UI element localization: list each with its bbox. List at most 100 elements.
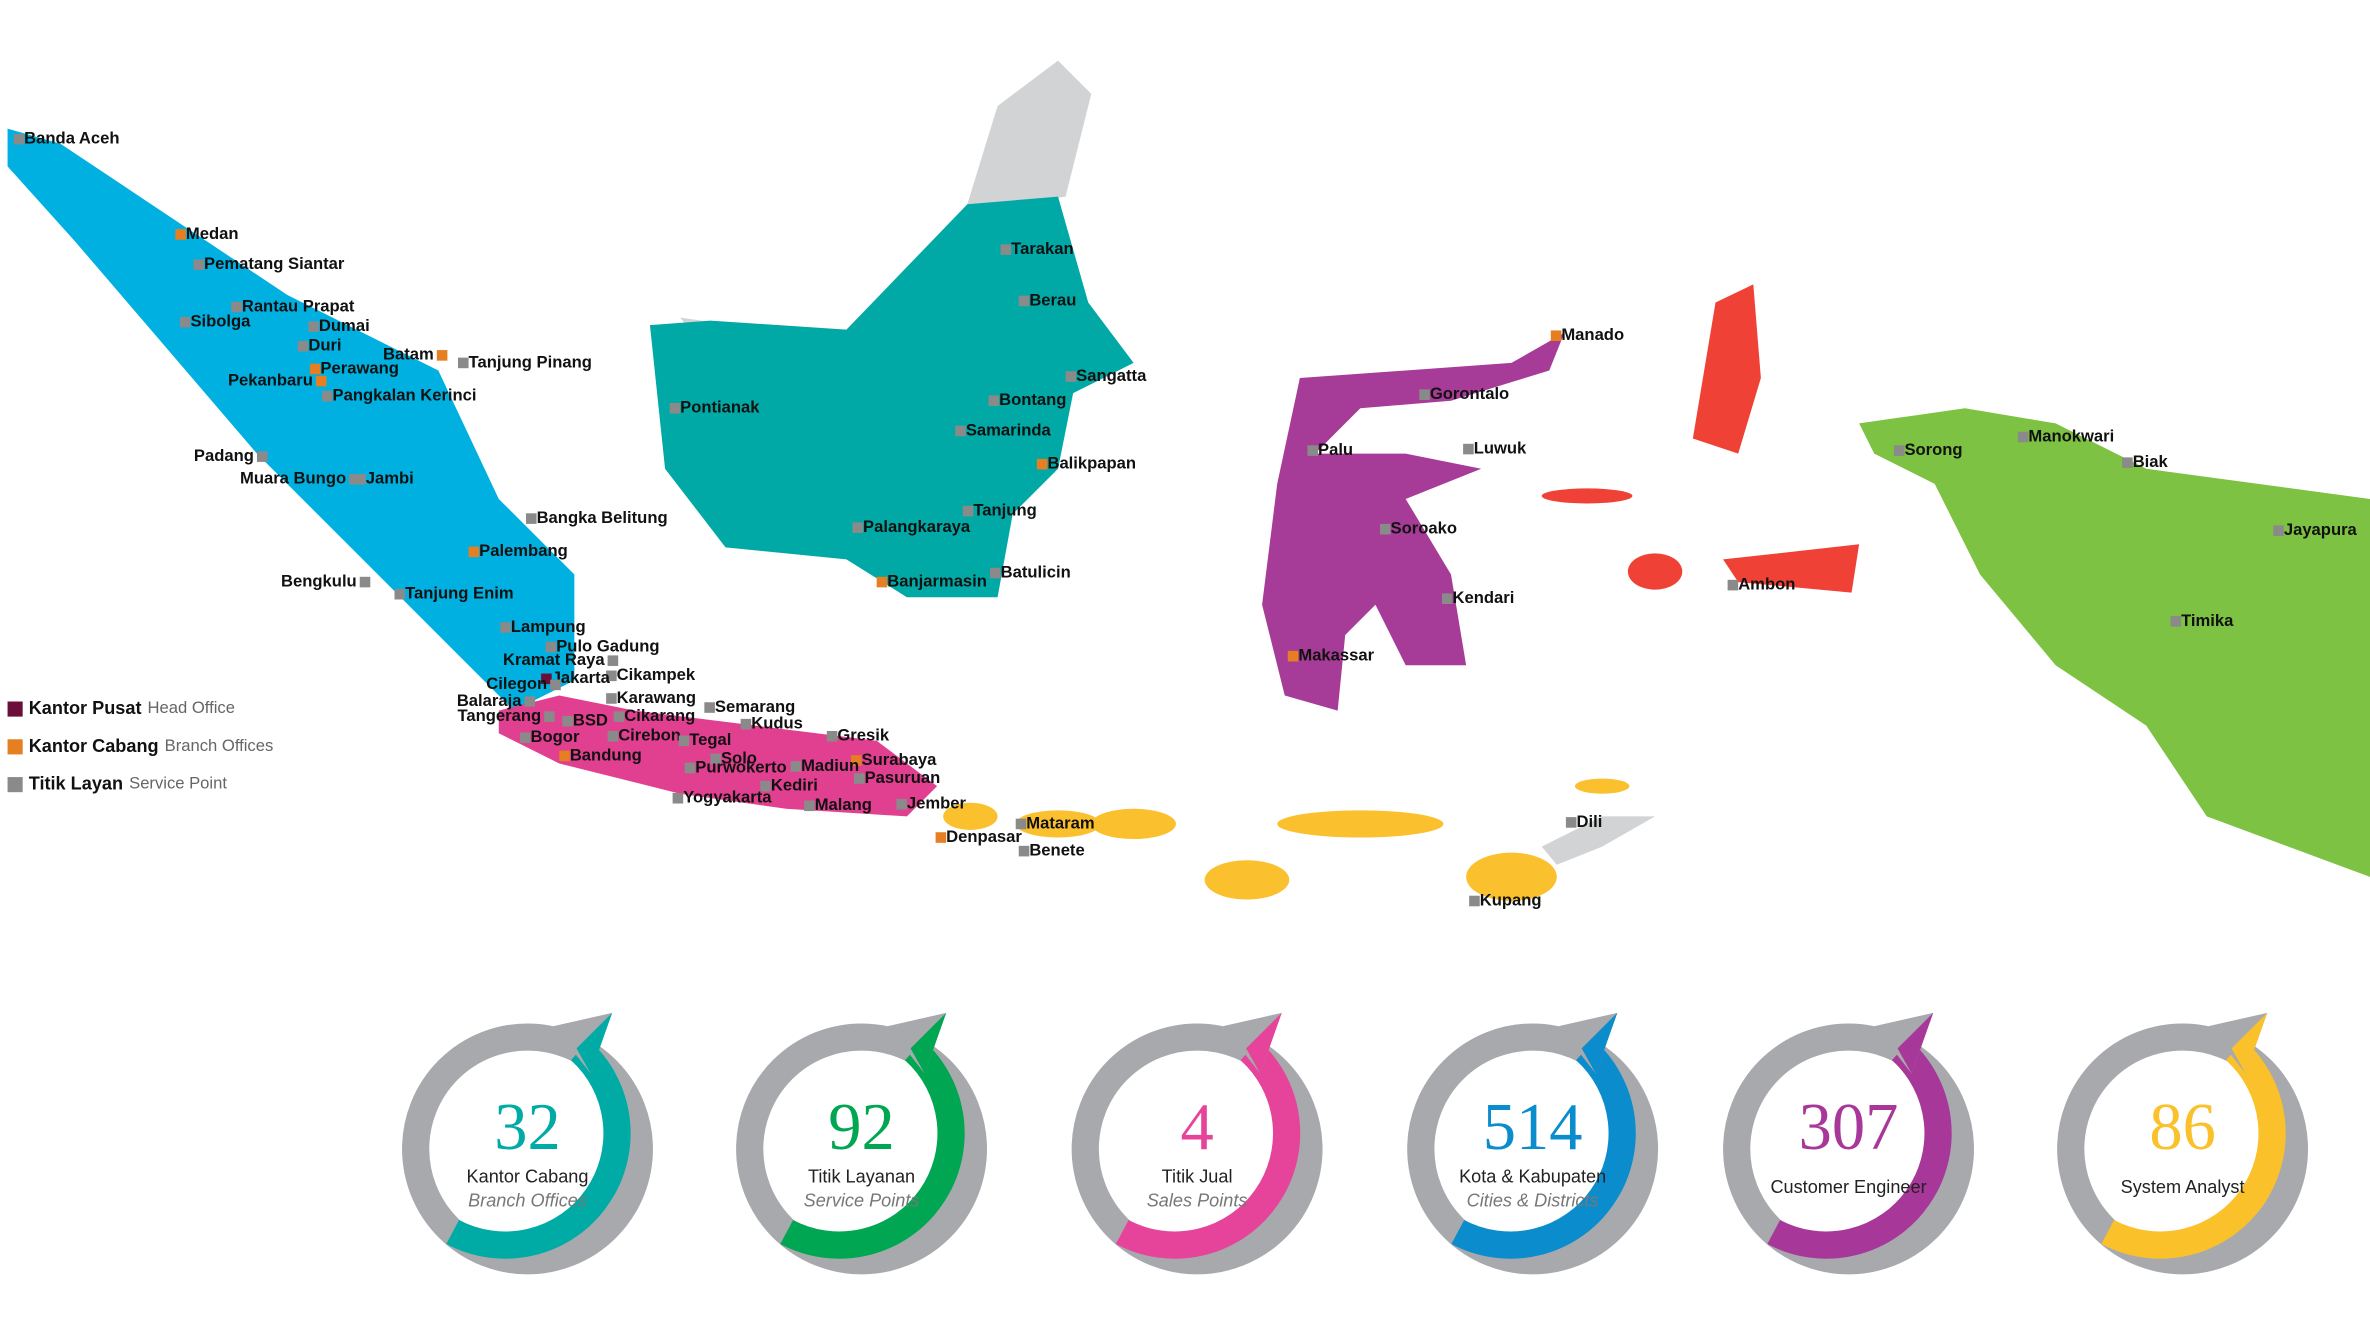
stat-pointer-accent bbox=[1581, 1012, 1618, 1074]
stat-arc bbox=[2101, 1040, 2286, 1259]
city-label: Tanjung Enim bbox=[405, 584, 514, 603]
city-marker bbox=[525, 513, 537, 524]
city-label: Samarinda bbox=[966, 420, 1052, 439]
city-marker bbox=[1727, 579, 1739, 591]
city-marker bbox=[1441, 593, 1453, 605]
city-label: Yogyakarta bbox=[683, 788, 772, 807]
city-label: Makassar bbox=[1298, 646, 1374, 665]
stat-ring bbox=[1407, 1023, 1659, 1275]
papua-region bbox=[1859, 408, 2370, 877]
city-marker bbox=[1000, 244, 1012, 255]
city-marker bbox=[550, 679, 561, 691]
sumatra-region bbox=[7, 128, 575, 711]
city-marker bbox=[308, 321, 319, 332]
stat-ring bbox=[2057, 1023, 2309, 1275]
stat-pointer-accent bbox=[2231, 1012, 2268, 1074]
city-label: Banjarmasin bbox=[887, 571, 987, 590]
city-marker bbox=[349, 474, 360, 485]
city-marker bbox=[740, 718, 752, 730]
legend-entry: Kantor Pusat Head Office bbox=[29, 698, 235, 718]
city-label: Bandung bbox=[570, 745, 642, 764]
city-label: Berau bbox=[1029, 290, 1076, 309]
stat-value: 86 bbox=[2149, 1091, 2216, 1164]
city-marker bbox=[436, 350, 448, 361]
stat-sublabel: Sales Points bbox=[1147, 1191, 1248, 1211]
city-label: Duri bbox=[308, 336, 341, 355]
city-marker bbox=[896, 798, 907, 810]
city-marker bbox=[1307, 445, 1319, 456]
city-marker bbox=[678, 735, 690, 747]
stat-sublabel: Service Points bbox=[804, 1191, 920, 1211]
city-label: Pontianak bbox=[680, 398, 760, 417]
city-label: Tarakan bbox=[1011, 239, 1073, 258]
city-marker bbox=[1550, 330, 1562, 342]
city-label: Purwokerto bbox=[695, 757, 786, 776]
city-label: Cirebon bbox=[618, 726, 681, 745]
city-marker bbox=[790, 761, 802, 772]
legend-swatch bbox=[7, 777, 23, 793]
city-marker bbox=[315, 375, 327, 387]
city-marker bbox=[1893, 445, 1905, 456]
city-marker bbox=[607, 730, 619, 742]
city-label: Tegal bbox=[689, 730, 731, 749]
city-marker bbox=[468, 546, 480, 558]
stat-label: System Analyst bbox=[2121, 1177, 2245, 1197]
city-label: Balikpapan bbox=[1047, 454, 1136, 473]
city-label: Biak bbox=[2133, 452, 2169, 471]
city-label: Palembang bbox=[479, 541, 568, 560]
city-label: Kramat Raya bbox=[503, 650, 605, 669]
city-marker bbox=[1287, 650, 1299, 662]
city-label: Karawang bbox=[617, 688, 696, 707]
city-label: Madiun bbox=[801, 756, 859, 775]
city-label: Kudus bbox=[751, 714, 803, 733]
stat-label: Titik Layanan bbox=[808, 1166, 915, 1186]
city-marker bbox=[1065, 371, 1077, 382]
city-label: Palu bbox=[1318, 440, 1353, 459]
city-marker bbox=[606, 670, 617, 682]
city-marker bbox=[607, 655, 619, 666]
city-label: Pekanbaru bbox=[228, 370, 313, 389]
city-marker bbox=[850, 755, 862, 766]
city-labels: Banda Aceh Medan Pematang Siantar Rantau Pr… bbox=[13, 129, 2358, 909]
city-marker bbox=[519, 732, 531, 744]
city-label: Surabaya bbox=[862, 750, 938, 769]
legend-label: Kantor Pusat bbox=[29, 698, 142, 718]
city-label: Lampung bbox=[511, 617, 586, 636]
city-label: Gorontalo bbox=[1430, 384, 1509, 403]
city-label: Cilegon bbox=[486, 674, 547, 693]
city-marker bbox=[2017, 431, 2029, 443]
city-marker bbox=[2122, 457, 2133, 468]
city-marker bbox=[1565, 817, 1577, 828]
stat-arc bbox=[1115, 1040, 1301, 1259]
city-marker bbox=[193, 259, 205, 270]
city-marker bbox=[826, 730, 838, 742]
city-marker bbox=[2170, 616, 2182, 627]
city-marker bbox=[559, 750, 570, 762]
city-marker bbox=[935, 832, 947, 843]
city-marker bbox=[955, 425, 966, 437]
stat-sublabel: Cities & Districts bbox=[1467, 1191, 1599, 1211]
city-marker bbox=[1036, 458, 1048, 470]
city-label: Manokwari bbox=[2028, 426, 2114, 445]
city-label: Pangkalan Kerinci bbox=[333, 386, 477, 405]
city-label: Timika bbox=[2181, 611, 2234, 630]
city-marker bbox=[988, 395, 1000, 407]
city-label: Palangkaraya bbox=[863, 517, 971, 536]
city-label: Benete bbox=[1029, 841, 1084, 860]
city-label: Sorong bbox=[1904, 440, 1962, 459]
city-marker bbox=[1018, 295, 1030, 307]
stat-pointer-accent bbox=[1897, 1012, 1934, 1074]
city-marker bbox=[1463, 443, 1474, 455]
city-marker bbox=[684, 762, 696, 774]
city-marker bbox=[672, 792, 684, 804]
city-marker bbox=[876, 576, 888, 588]
city-marker bbox=[669, 402, 681, 414]
legend-sublabel: Service Point bbox=[129, 774, 227, 793]
city-marker bbox=[1419, 389, 1430, 400]
city-marker bbox=[853, 773, 865, 784]
legend-entry: Kantor Cabang Branch Offices bbox=[29, 736, 274, 756]
city-label: Semarang bbox=[715, 697, 795, 716]
stat-label: Kantor Cabang bbox=[467, 1166, 589, 1186]
